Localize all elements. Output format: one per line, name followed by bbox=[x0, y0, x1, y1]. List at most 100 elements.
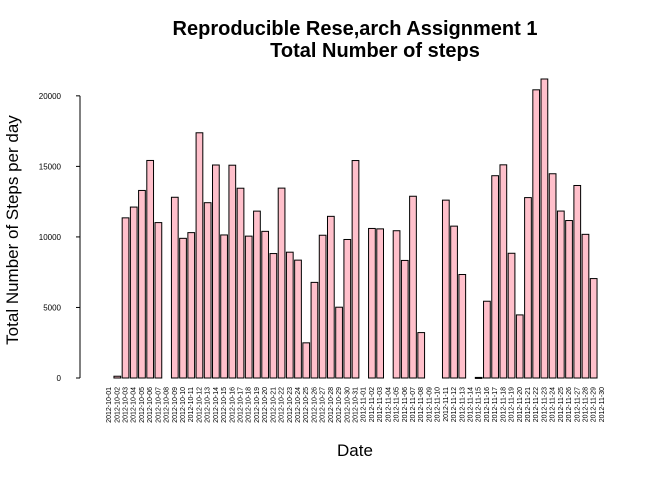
bar-2012-10-25 bbox=[302, 342, 311, 379]
bar-2012-10-19 bbox=[253, 210, 261, 379]
bar-2012-10-09 bbox=[170, 196, 179, 379]
bars-group bbox=[113, 78, 598, 379]
bar-2012-11-11 bbox=[441, 199, 450, 379]
x-tick-label: 2012-10-09 bbox=[172, 387, 179, 423]
x-tick-label: 2012-11-03 bbox=[377, 387, 384, 422]
x-tick-label: 2012-11-30 bbox=[599, 387, 606, 422]
x-tick-label: 2012-11-17 bbox=[492, 387, 499, 422]
bar-2012-10-18 bbox=[244, 235, 253, 379]
bar-2012-10-17 bbox=[236, 187, 245, 379]
x-tick-label: 2012-10-29 bbox=[336, 387, 343, 423]
x-tick-label: 2012-10-30 bbox=[344, 387, 351, 423]
bar-2012-11-18 bbox=[499, 164, 508, 379]
x-tick-label: 2012-11-14 bbox=[467, 387, 474, 422]
bar-2012-10-05 bbox=[138, 189, 146, 379]
x-tick-label: 2012-10-20 bbox=[262, 387, 269, 423]
x-tick-label: 2012-10-25 bbox=[303, 387, 310, 423]
bar-2012-10-06 bbox=[146, 159, 155, 379]
bar-2012-11-13 bbox=[458, 274, 467, 379]
x-tick-label: 2012-11-22 bbox=[533, 387, 540, 422]
bar-2012-10-26 bbox=[310, 281, 319, 379]
x-tick-label: 2012-10-16 bbox=[229, 387, 236, 423]
bar-2012-11-16 bbox=[483, 300, 491, 379]
bar-2012-11-12 bbox=[450, 225, 458, 379]
x-axis-label: Date bbox=[337, 441, 373, 460]
x-tick-label: 2012-11-19 bbox=[509, 387, 516, 422]
x-tick-label: 2012-11-06 bbox=[402, 387, 409, 422]
bar-2012-10-30 bbox=[343, 238, 352, 379]
bar-2012-11-02 bbox=[368, 227, 376, 379]
x-tick-label: 2012-10-26 bbox=[311, 387, 318, 423]
bar-2012-11-03 bbox=[376, 228, 384, 379]
bar-2012-11-07 bbox=[409, 195, 417, 379]
x-tick-label: 2012-11-23 bbox=[541, 387, 548, 422]
chart-title-line-1: Reproducible Rese,arch Assignment 1 bbox=[173, 18, 538, 40]
x-tick-label: 2012-10-08 bbox=[164, 387, 171, 423]
bar-2012-10-13 bbox=[203, 202, 212, 379]
bar-2012-11-29 bbox=[589, 278, 598, 379]
x-tick-label: 2012-11-10 bbox=[435, 387, 442, 422]
bar-2012-11-17 bbox=[491, 175, 499, 379]
x-tick-label: 2012-11-05 bbox=[394, 387, 401, 422]
bar-2012-10-16 bbox=[228, 164, 237, 379]
bar-2012-10-15 bbox=[220, 234, 228, 379]
x-tick-label: 2012-10-04 bbox=[131, 387, 138, 423]
x-tick-label: 2012-11-18 bbox=[500, 387, 507, 422]
bar-2012-11-24 bbox=[548, 173, 557, 379]
x-tick-label: 2012-11-08 bbox=[418, 387, 425, 422]
x-tick-label: 2012-11-21 bbox=[525, 387, 532, 422]
bar-2012-11-27 bbox=[573, 184, 582, 379]
x-tick-label: 2012-11-16 bbox=[484, 387, 491, 422]
x-tick-label: 2012-10-11 bbox=[188, 387, 195, 422]
bar-2012-11-26 bbox=[565, 220, 573, 379]
x-tick-label: 2012-10-27 bbox=[320, 387, 327, 423]
bar-2012-10-21 bbox=[269, 253, 278, 379]
x-tick-label: 2012-10-01 bbox=[106, 387, 113, 423]
x-tick-label: 2012-10-06 bbox=[147, 387, 154, 423]
y-tick-label: 5000 bbox=[43, 303, 61, 312]
x-tick-label: 2012-11-20 bbox=[517, 387, 524, 422]
bar-2012-11-22 bbox=[532, 89, 541, 379]
x-tick-label: 2012-11-25 bbox=[558, 387, 565, 422]
bar-2012-10-11 bbox=[187, 232, 196, 379]
x-tick-label: 2012-11-24 bbox=[550, 387, 557, 422]
x-tick-label: 2012-11-09 bbox=[426, 387, 433, 422]
x-axis: 2012-10-01 2012-10-02 2012-10-03 2012-10-04… bbox=[106, 387, 606, 423]
x-tick-label: 2012-10-03 bbox=[123, 387, 130, 423]
bar-2012-10-03 bbox=[121, 217, 130, 379]
bar-2012-10-31 bbox=[351, 160, 360, 379]
x-tick-label: 2012-11-15 bbox=[476, 387, 483, 422]
x-tick-label: 2012-11-02 bbox=[369, 387, 376, 422]
x-tick-label: 2012-11-13 bbox=[459, 387, 466, 422]
x-tick-label: 2012-10-22 bbox=[279, 387, 286, 423]
y-tick-label: 15000 bbox=[39, 162, 62, 171]
bar-2012-11-21 bbox=[524, 197, 532, 379]
bar-2012-10-02 bbox=[113, 375, 122, 379]
bar-2012-11-08 bbox=[417, 332, 426, 379]
y-tick-label: 10000 bbox=[39, 233, 62, 242]
y-tick-label: 0 bbox=[57, 374, 62, 383]
chart-title-line-2: Total Number of steps bbox=[270, 40, 480, 62]
y-tick-label: 20000 bbox=[39, 92, 62, 101]
x-tick-label: 2012-10-18 bbox=[246, 387, 253, 423]
bar-2012-11-15 bbox=[474, 376, 483, 379]
x-tick-label: 2012-10-17 bbox=[238, 387, 245, 423]
bar-2012-10-12 bbox=[195, 132, 204, 379]
bar-2012-10-14 bbox=[212, 164, 220, 379]
bar-2012-11-23 bbox=[540, 78, 549, 379]
x-tick-label: 2012-10-21 bbox=[270, 387, 277, 423]
bar-2012-10-10 bbox=[179, 237, 187, 379]
bar-2012-10-28 bbox=[326, 215, 335, 379]
bar-2012-11-25 bbox=[556, 210, 565, 379]
x-tick-label: 2012-11-29 bbox=[591, 387, 598, 422]
bar-2012-11-06 bbox=[400, 259, 409, 379]
bar-2012-10-27 bbox=[318, 234, 327, 379]
x-tick-label: 2012-10-28 bbox=[328, 387, 335, 423]
bar-2012-11-20 bbox=[515, 314, 524, 379]
x-tick-label: 2012-10-07 bbox=[155, 387, 162, 423]
bar-2012-10-07 bbox=[154, 222, 163, 379]
bar-2012-10-24 bbox=[294, 259, 302, 379]
x-tick-label: 2012-10-02 bbox=[114, 387, 121, 423]
bar-2012-10-23 bbox=[285, 251, 294, 379]
